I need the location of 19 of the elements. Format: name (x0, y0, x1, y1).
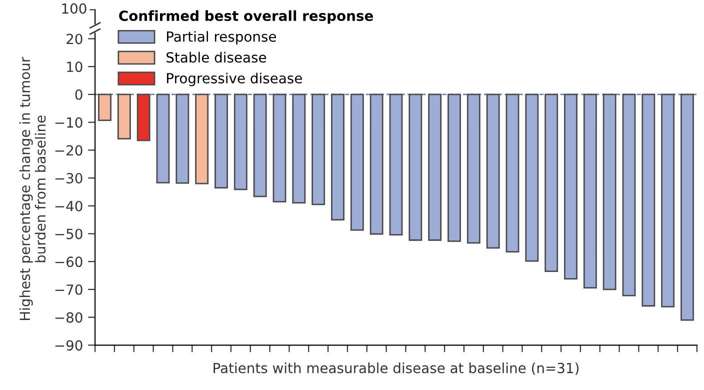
y-tick-label: 0 (75, 89, 82, 100)
y-tick-label: −10 (55, 117, 82, 128)
y-tick-label: −30 (55, 172, 82, 184)
legend-label: Partial response (167, 31, 276, 45)
y-tick-label: −80 (55, 312, 82, 323)
y-tick-label: −90 (55, 340, 82, 351)
legend-title: Confirmed best overall response (119, 10, 373, 24)
y-tick-label: −40 (55, 200, 82, 212)
y-tick-label: −50 (55, 228, 82, 240)
y-tick-label: −60 (55, 256, 82, 268)
y-tick-label: 10 (67, 62, 82, 72)
x-axis-title: Patients with measurable disease at baseline (n=31) (214, 362, 579, 375)
y-tick-label: −20 (55, 145, 82, 156)
text: 100 (62, 3, 86, 14)
legend-label: Progressive disease (167, 72, 302, 86)
legend-label: Stable disease (166, 52, 266, 63)
y-tick-label: −70 (55, 284, 82, 295)
y-axis-title: Highest percentage change in tumour burden from baseline (19, 56, 46, 320)
y-tick-label: 20 (66, 34, 82, 44)
